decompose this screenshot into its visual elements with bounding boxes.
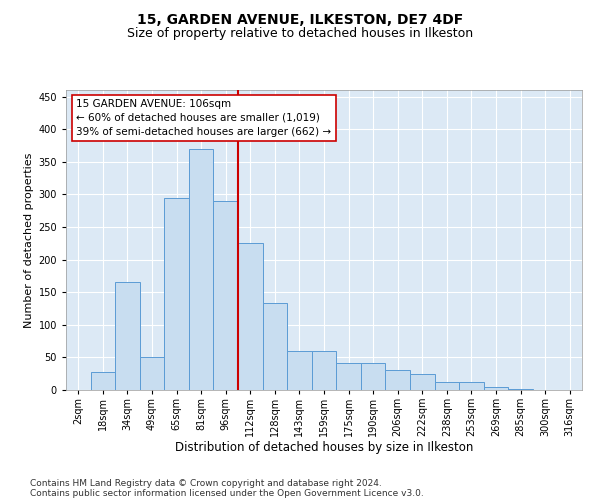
Bar [361, 362, 385, 390]
Bar [410, 374, 434, 390]
Text: 15, GARDEN AVENUE, ILKESTON, DE7 4DF: 15, GARDEN AVENUE, ILKESTON, DE7 4DF [137, 12, 463, 26]
Bar [508, 388, 533, 390]
Bar [312, 351, 336, 390]
Bar [287, 351, 312, 390]
Bar [115, 282, 140, 390]
Bar [459, 382, 484, 390]
Bar [91, 372, 115, 390]
Bar [238, 242, 263, 390]
Bar [484, 386, 508, 390]
Bar [140, 358, 164, 390]
Bar [434, 382, 459, 390]
Bar [336, 362, 361, 390]
Bar [263, 304, 287, 390]
X-axis label: Distribution of detached houses by size in Ilkeston: Distribution of detached houses by size … [175, 440, 473, 454]
Bar [214, 201, 238, 390]
Y-axis label: Number of detached properties: Number of detached properties [24, 152, 34, 328]
Text: Contains public sector information licensed under the Open Government Licence v3: Contains public sector information licen… [30, 488, 424, 498]
Text: Contains HM Land Registry data © Crown copyright and database right 2024.: Contains HM Land Registry data © Crown c… [30, 478, 382, 488]
Bar [189, 148, 214, 390]
Text: 15 GARDEN AVENUE: 106sqm
← 60% of detached houses are smaller (1,019)
39% of sem: 15 GARDEN AVENUE: 106sqm ← 60% of detach… [76, 99, 331, 137]
Bar [164, 198, 189, 390]
Bar [385, 370, 410, 390]
Text: Size of property relative to detached houses in Ilkeston: Size of property relative to detached ho… [127, 28, 473, 40]
